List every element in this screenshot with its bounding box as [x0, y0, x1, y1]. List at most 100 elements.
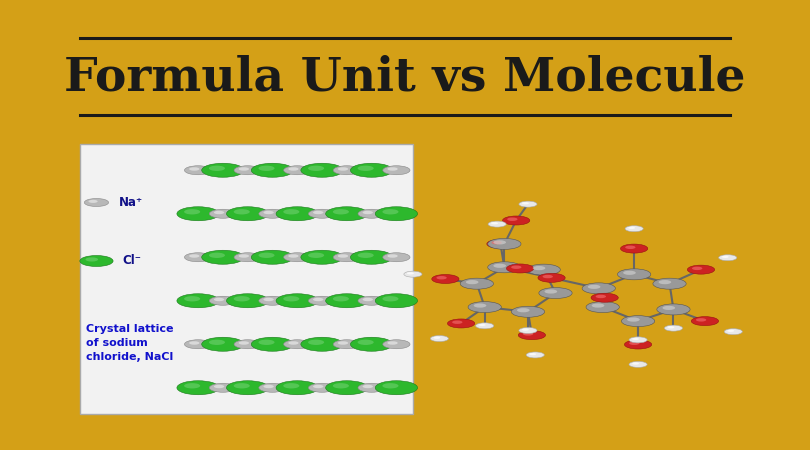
Text: Cl⁻: Cl⁻ [122, 255, 141, 267]
Ellipse shape [632, 338, 639, 340]
Ellipse shape [301, 337, 343, 351]
Ellipse shape [623, 271, 636, 275]
Ellipse shape [527, 264, 561, 275]
Text: Formula Unit vs Molecule: Formula Unit vs Molecule [64, 54, 746, 100]
Ellipse shape [358, 209, 386, 218]
Ellipse shape [333, 166, 360, 175]
Ellipse shape [258, 166, 275, 171]
Ellipse shape [522, 328, 529, 331]
Ellipse shape [185, 253, 211, 262]
Ellipse shape [625, 340, 652, 349]
Ellipse shape [284, 253, 311, 262]
Ellipse shape [259, 209, 286, 218]
Ellipse shape [326, 381, 368, 395]
Ellipse shape [239, 254, 249, 258]
Ellipse shape [632, 362, 639, 364]
Ellipse shape [488, 221, 506, 227]
Ellipse shape [663, 306, 675, 310]
Ellipse shape [544, 289, 557, 293]
Ellipse shape [526, 352, 544, 358]
Ellipse shape [492, 241, 502, 244]
Ellipse shape [209, 166, 225, 171]
FancyBboxPatch shape [80, 144, 412, 414]
Ellipse shape [582, 283, 616, 294]
Ellipse shape [522, 202, 529, 204]
Ellipse shape [234, 166, 262, 175]
Ellipse shape [214, 385, 224, 388]
Ellipse shape [404, 271, 422, 277]
Ellipse shape [382, 209, 399, 215]
Ellipse shape [301, 163, 343, 177]
Ellipse shape [313, 298, 323, 301]
Ellipse shape [358, 166, 373, 171]
Ellipse shape [487, 239, 514, 248]
Ellipse shape [326, 294, 368, 308]
Ellipse shape [519, 328, 537, 333]
Ellipse shape [468, 302, 501, 313]
Ellipse shape [358, 252, 373, 258]
Ellipse shape [309, 296, 335, 305]
Ellipse shape [333, 383, 349, 388]
Ellipse shape [533, 266, 545, 270]
Ellipse shape [382, 296, 399, 302]
Ellipse shape [184, 296, 200, 302]
Ellipse shape [659, 280, 671, 284]
Ellipse shape [433, 337, 441, 339]
Ellipse shape [432, 274, 459, 284]
Ellipse shape [591, 303, 604, 308]
Ellipse shape [326, 207, 368, 221]
Ellipse shape [518, 331, 545, 340]
Text: Na⁺: Na⁺ [119, 196, 143, 209]
Ellipse shape [488, 238, 521, 249]
Ellipse shape [387, 254, 398, 258]
Ellipse shape [202, 337, 244, 351]
Ellipse shape [383, 340, 410, 349]
Ellipse shape [258, 340, 275, 345]
Ellipse shape [333, 209, 349, 215]
Ellipse shape [177, 294, 220, 308]
Ellipse shape [251, 337, 293, 351]
Ellipse shape [309, 209, 335, 218]
Ellipse shape [625, 226, 643, 232]
Ellipse shape [543, 275, 553, 278]
Ellipse shape [202, 163, 244, 177]
Ellipse shape [338, 167, 348, 171]
Ellipse shape [491, 222, 498, 225]
Ellipse shape [233, 383, 249, 388]
Ellipse shape [724, 328, 742, 335]
Ellipse shape [351, 250, 393, 264]
Ellipse shape [351, 337, 393, 351]
Ellipse shape [263, 385, 274, 388]
Ellipse shape [189, 167, 199, 171]
Ellipse shape [284, 209, 300, 215]
Ellipse shape [333, 340, 360, 349]
Ellipse shape [617, 269, 650, 280]
Ellipse shape [407, 272, 414, 274]
Ellipse shape [595, 295, 606, 298]
Ellipse shape [177, 207, 220, 221]
Ellipse shape [209, 209, 237, 218]
Ellipse shape [692, 267, 702, 270]
Ellipse shape [80, 256, 113, 266]
Ellipse shape [358, 296, 386, 305]
Ellipse shape [209, 383, 237, 392]
Ellipse shape [251, 163, 293, 177]
Ellipse shape [284, 340, 311, 349]
Ellipse shape [493, 240, 506, 244]
Ellipse shape [177, 381, 220, 395]
Ellipse shape [86, 257, 98, 261]
Ellipse shape [363, 298, 373, 301]
Ellipse shape [284, 296, 300, 302]
Ellipse shape [375, 381, 418, 395]
Ellipse shape [460, 278, 493, 289]
Ellipse shape [234, 340, 262, 349]
Ellipse shape [488, 262, 521, 273]
Ellipse shape [387, 167, 398, 171]
Ellipse shape [627, 318, 640, 322]
Ellipse shape [591, 293, 618, 302]
Ellipse shape [202, 250, 244, 264]
Ellipse shape [333, 296, 349, 302]
Ellipse shape [209, 296, 237, 305]
Ellipse shape [628, 227, 635, 229]
Ellipse shape [209, 252, 225, 258]
